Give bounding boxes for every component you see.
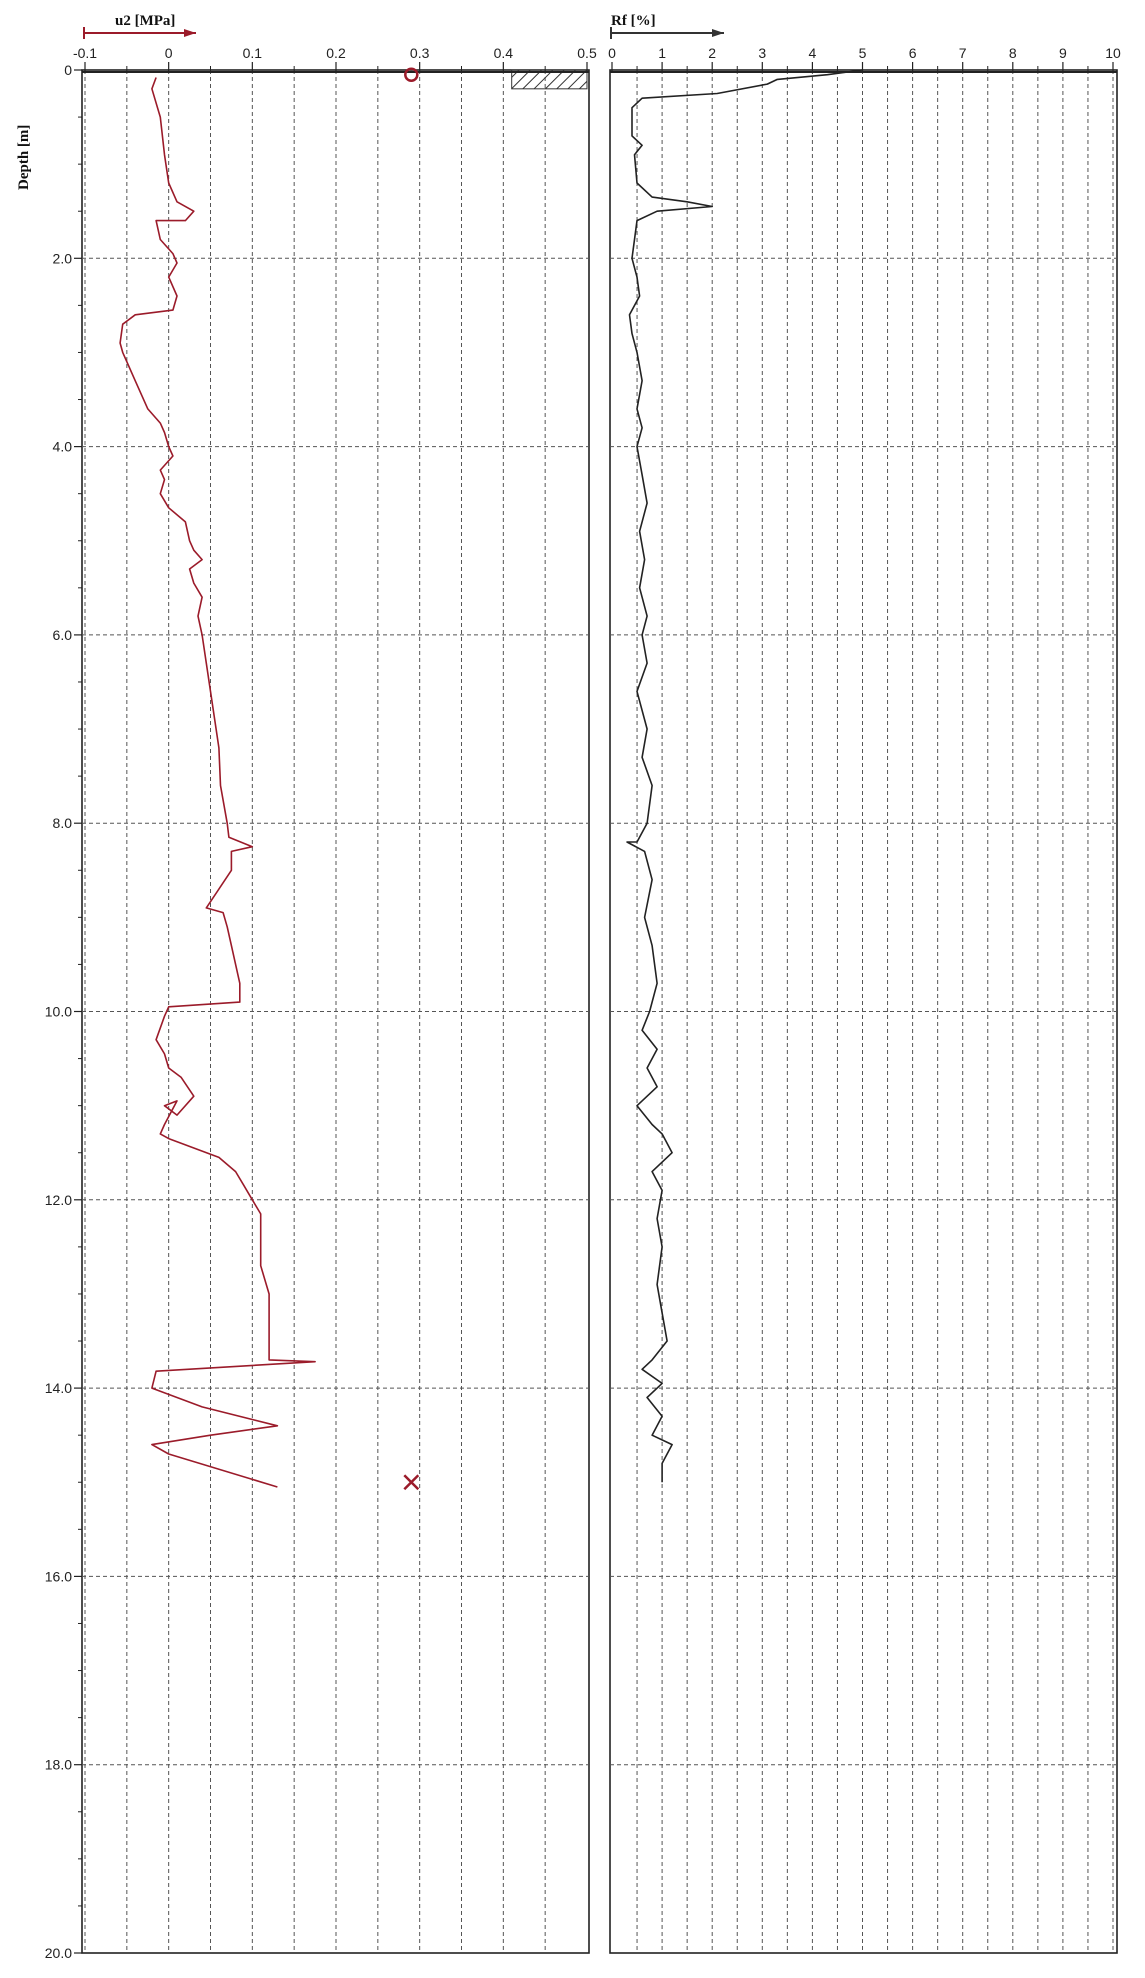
x-tick-label: 1 <box>658 45 666 61</box>
x-tick-label: 5 <box>859 45 867 61</box>
depth-tick-label: 18.0 <box>45 1757 72 1773</box>
u2-gridlines <box>82 70 589 1953</box>
depth-axis-label: Depth [m] <box>16 125 32 190</box>
rf-series <box>626 69 863 1483</box>
x-tick-label: 0.3 <box>410 45 430 61</box>
x-tick-label: 0 <box>165 45 173 61</box>
rf-gridlines <box>610 70 1117 1953</box>
x-tick-label: 2 <box>708 45 716 61</box>
circle-marker <box>404 67 419 82</box>
cross-marker <box>403 1474 420 1491</box>
depth-tick-label: 6.0 <box>53 627 73 643</box>
series-line <box>119 77 316 1488</box>
depth-tick-label: 20.0 <box>45 1945 72 1961</box>
x-tick-label: 8 <box>1009 45 1017 61</box>
u2-direction-arrow <box>83 27 196 39</box>
depth-tick-label: 12.0 <box>45 1192 72 1208</box>
x-tick-label: 0.1 <box>243 45 263 61</box>
cross-stroke <box>403 1474 420 1491</box>
x-tick-label: 0.4 <box>494 45 514 61</box>
depth-axis: 0 2.0 4.0 6.0 8.0 10.0 12.0 14.0 16.0 18.0 20.0 <box>45 62 82 1961</box>
depth-tick-label: 8.0 <box>53 815 73 831</box>
depth-tick-label: 14.0 <box>45 1380 72 1396</box>
rf-panel: 0 1 2 3 4 5 6 7 8 9 10 Rf [%] <box>608 13 1121 1954</box>
x-tick-label: 9 <box>1059 45 1067 61</box>
depth-tick-label: 2.0 <box>53 250 73 266</box>
hatched-block <box>511 69 588 90</box>
x-tick-label: 6 <box>909 45 917 61</box>
depth-tick-label: 16.0 <box>45 1568 72 1584</box>
x-tick-label: 10 <box>1105 45 1121 61</box>
depth-tick-label: 4.0 <box>53 439 73 455</box>
depth-tick-label: 10.0 <box>45 1004 72 1020</box>
rf-direction-arrow <box>610 27 724 39</box>
rf-x-axis: 0 1 2 3 4 5 6 7 8 9 10 <box>608 45 1121 73</box>
u2-axis-title: u2 [MPa] <box>115 13 175 29</box>
series-line <box>626 69 863 1483</box>
depth-tick-label: 0 <box>64 62 72 78</box>
arrow-head <box>184 29 196 37</box>
x-tick-label: -0.1 <box>73 45 97 61</box>
x-tick-label: 0 <box>608 45 616 61</box>
u2-series <box>119 77 316 1488</box>
arrow-head <box>712 29 724 37</box>
u2-panel: -0.1 0 0.1 0.2 0.3 0.4 0.5 02.04.06.08.010.012… <box>16 13 597 1961</box>
x-tick-label: 3 <box>758 45 766 61</box>
rf-axis-title: Rf [%] <box>611 13 656 29</box>
x-tick-label: 0.5 <box>577 45 597 61</box>
u2-hatched-block <box>511 69 588 90</box>
x-tick-label: 0.2 <box>326 45 346 61</box>
x-tick-label: 7 <box>959 45 967 61</box>
x-tick-label: 4 <box>809 45 817 61</box>
u2-x-axis: -0.1 0 0.1 0.2 0.3 0.4 0.5 <box>73 45 597 73</box>
u2-markers <box>403 67 420 1491</box>
